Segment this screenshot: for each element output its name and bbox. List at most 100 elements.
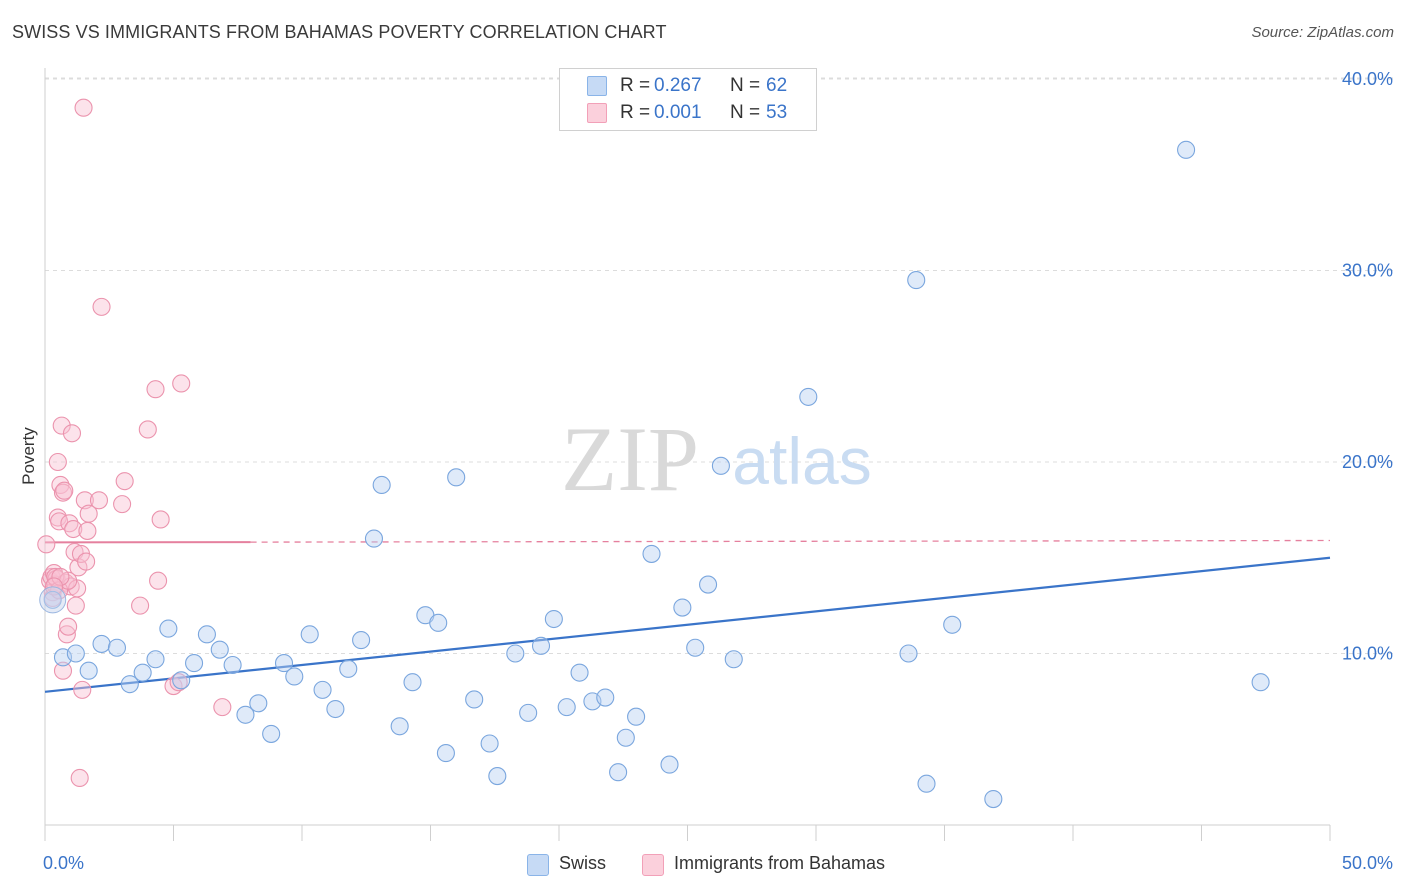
data-point-bahamas <box>64 519 83 539</box>
data-point-swiss <box>724 650 743 669</box>
bottom-legend-swatch-bahamas <box>642 854 664 876</box>
data-point-swiss <box>403 673 422 692</box>
data-point-swiss <box>120 675 139 694</box>
data-point-bahamas <box>48 452 67 472</box>
data-point-swiss <box>984 789 1003 809</box>
data-point-swiss <box>107 638 127 657</box>
data-point-swiss <box>616 728 635 747</box>
legend-n-label: N = <box>730 102 761 123</box>
legend-r-value: 0.001 <box>654 102 702 123</box>
bottom-legend-label-swiss: Swiss <box>559 853 607 873</box>
data-point-bahamas <box>66 596 85 615</box>
data-points <box>37 98 1270 809</box>
data-point-swiss <box>172 671 191 690</box>
data-point-swiss <box>210 640 229 659</box>
legend-swatch-bahamas <box>587 103 607 123</box>
data-point-bahamas <box>79 504 98 523</box>
data-point-swiss <box>197 625 216 644</box>
tick-labels: 10.0% 20.0% 30.0% 40.0% 0.0% 50.0% <box>43 69 1393 873</box>
data-point-swiss <box>673 598 692 617</box>
data-point-bahamas <box>89 491 109 510</box>
data-point-bahamas <box>92 297 111 316</box>
data-point-bahamas <box>70 768 89 788</box>
data-point-swiss <box>313 680 332 699</box>
stats-legend: R = 0.267 N = 62 R = 0.001 N = 53 <box>559 68 817 131</box>
legend-r-value: 0.267 <box>654 75 702 96</box>
watermark: ZIP atlas <box>561 408 872 510</box>
data-point-swiss <box>943 615 962 634</box>
data-point-swiss <box>544 609 563 629</box>
y-tick-label: 40.0% <box>1342 69 1393 89</box>
data-point-swiss <box>447 468 466 487</box>
x-tick-label: 50.0% <box>1342 853 1393 873</box>
trend-line-swiss <box>44 556 1331 693</box>
data-point-swiss <box>436 744 455 763</box>
axes <box>44 68 1331 841</box>
data-point-swiss <box>133 663 152 682</box>
data-point-swiss <box>480 734 499 753</box>
legend-r-label: R = <box>620 102 651 123</box>
bottom-legend-swatch-swiss <box>527 854 549 876</box>
legend-r-label: R = <box>620 75 651 96</box>
data-point-bahamas <box>213 698 232 717</box>
source-label: Source: ZipAtlas.com <box>1251 24 1394 41</box>
data-point-swiss <box>531 636 551 655</box>
trend-lines <box>44 539 1331 693</box>
data-point-swiss <box>372 475 391 495</box>
data-point-bahamas <box>138 420 157 439</box>
data-point-bahamas <box>78 521 97 540</box>
data-point-swiss <box>223 655 242 675</box>
data-point-bahamas <box>77 552 96 571</box>
data-point-bahamas <box>53 661 73 680</box>
data-point-swiss <box>146 650 165 669</box>
y-tick-label: 20.0% <box>1342 452 1393 472</box>
data-point-swiss <box>899 644 918 663</box>
data-point-bahamas <box>131 596 150 615</box>
data-point-swiss <box>390 717 409 736</box>
data-point-swiss <box>429 613 448 632</box>
data-point-swiss <box>66 644 85 663</box>
data-point-swiss <box>907 271 926 290</box>
data-point-swiss <box>642 544 661 563</box>
data-point-swiss <box>79 661 98 680</box>
data-point-swiss <box>609 763 628 782</box>
data-point-swiss <box>627 707 646 726</box>
data-point-swiss <box>300 625 319 644</box>
data-point-bahamas <box>74 98 93 117</box>
x-tick-label: 0.0% <box>43 853 84 873</box>
data-point-swiss <box>1251 673 1270 692</box>
data-point-swiss <box>1177 140 1196 159</box>
data-point-swiss <box>488 767 507 786</box>
data-point-swiss <box>506 644 525 663</box>
data-point-swiss <box>364 529 384 548</box>
data-point-swiss <box>557 698 576 717</box>
data-point-bahamas <box>146 380 165 399</box>
y-axis-label: Poverty <box>19 427 38 485</box>
data-point-bahamas <box>52 416 71 435</box>
data-point-swiss <box>249 694 268 713</box>
data-point-swiss <box>660 755 679 774</box>
legend-n-label: N = <box>730 75 761 96</box>
data-point-bahamas <box>51 567 70 586</box>
data-point-bahamas <box>62 424 82 443</box>
data-point-swiss <box>465 690 484 709</box>
data-point-swiss <box>519 703 538 722</box>
data-point-bahamas <box>169 673 188 692</box>
y-tick-label: 10.0% <box>1342 644 1393 664</box>
gridlines <box>45 77 1395 654</box>
data-point-swiss <box>185 654 204 673</box>
data-point-bahamas <box>115 472 134 491</box>
data-point-swiss <box>570 663 589 682</box>
bottom-legend-label-bahamas: Immigrants from Bahamas <box>674 853 886 873</box>
trend-line-bahamas-extension <box>250 539 1331 543</box>
y-tick-label: 30.0% <box>1342 261 1393 281</box>
data-point-bahamas <box>73 680 92 699</box>
watermark-atlas: atlas <box>732 424 871 498</box>
data-point-swiss <box>352 631 371 650</box>
data-point-bahamas <box>57 625 76 644</box>
data-point-bahamas <box>59 617 78 636</box>
legend-n-value: 62 <box>766 75 788 96</box>
data-point-bahamas <box>37 535 56 554</box>
data-point-swiss <box>262 724 281 743</box>
